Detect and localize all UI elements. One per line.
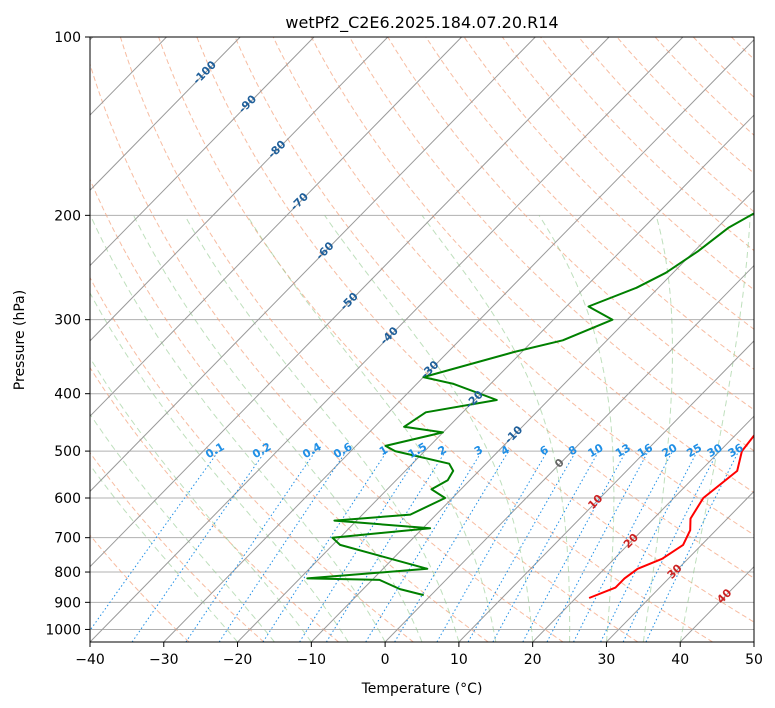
- moist-adiabat: [679, 215, 751, 642]
- moist-adiabat: [133, 215, 423, 642]
- dry-adiabat: [90, 534, 190, 642]
- moist-adiabat: [90, 464, 238, 642]
- mixing-ratio-line: [90, 450, 219, 632]
- dry-adiabat: [158, 37, 713, 642]
- x-tick-label: −20: [223, 652, 253, 668]
- temperature-line: [588, 433, 754, 599]
- x-tick-label: 30: [598, 652, 616, 668]
- mixing-ratio-line: [262, 450, 388, 642]
- isotherm-line: [384, 264, 754, 642]
- moist-adiabat: [184, 215, 460, 642]
- isotherm-line: [163, 39, 754, 642]
- y-tick-label: 200: [54, 208, 81, 224]
- moist-adiabat: [90, 292, 349, 642]
- background-grid: [90, 37, 754, 642]
- mixing-ratio-line: [546, 450, 649, 642]
- x-tick-label: −30: [149, 652, 179, 668]
- mixing-ratio-line: [522, 450, 627, 642]
- y-tick-label: 300: [54, 313, 81, 329]
- chart-title: wetPf2_C2E6.2025.184.07.20.R14: [285, 13, 558, 33]
- mixing-ratio-line: [492, 450, 600, 642]
- axis-ticks: −40 −30 −20 −10 0 10 20 30 40 50 100 200 300 400 500 60…: [45, 30, 763, 668]
- isotherm-line: [90, 37, 389, 342]
- x-tick-label: 0: [381, 652, 390, 668]
- isotherm-line: [90, 37, 536, 493]
- mixing-ratio-line: [218, 450, 347, 642]
- x-tick-label: 10: [450, 652, 468, 668]
- dry-adiabat: [90, 62, 564, 642]
- dry-adiabat: [425, 37, 754, 370]
- mixing-ratio-line: [131, 450, 266, 642]
- y-tick-label: 400: [54, 387, 81, 403]
- isotherm-line: [310, 189, 754, 642]
- dry-adiabat: [310, 37, 754, 494]
- mixing-ratio-line: [185, 450, 316, 642]
- mixing-ratio-line: [600, 450, 698, 642]
- dry-adiabat: [90, 366, 339, 642]
- dry-adiabat: [119, 37, 639, 642]
- moist-adiabat: [90, 356, 312, 642]
- dry-adiabat: [90, 178, 489, 642]
- x-tick-label: −10: [297, 652, 327, 668]
- y-tick-label: 900: [54, 595, 81, 611]
- isotherm-line: [90, 37, 684, 642]
- moist-adiabat: [421, 215, 571, 642]
- y-tick-label: 100: [54, 30, 81, 46]
- dry-adiabat: [90, 276, 414, 642]
- plot-frame: [89, 36, 755, 643]
- moist-adiabat: [324, 215, 534, 642]
- dry-adiabat: [272, 37, 754, 536]
- mixing-ratio-line: [299, 450, 422, 642]
- x-axis-label: Temperature (°C): [361, 681, 483, 697]
- y-tick-label: 500: [54, 444, 81, 460]
- mixing-ratio-line: [467, 450, 577, 642]
- x-tick-label: −40: [75, 652, 105, 668]
- y-tick-label: 700: [54, 531, 81, 547]
- mixing-ratio-line: [622, 450, 719, 642]
- moist-adiabat: [246, 215, 497, 642]
- y-tick-label: 600: [54, 491, 81, 507]
- y-axis-label: Pressure (hPa): [12, 290, 28, 390]
- dewpoint-line: [306, 212, 754, 597]
- mixing-ratio-line: [365, 450, 483, 642]
- dry-adiabat: [196, 37, 754, 623]
- isotherm-line: [458, 340, 754, 642]
- x-tick-label: 50: [745, 652, 763, 668]
- isotherm-line: [606, 490, 754, 642]
- moist-adiabat: [90, 215, 386, 642]
- dry-adiabat: [501, 37, 754, 291]
- x-tick-label: 20: [524, 652, 542, 668]
- data-series: [306, 212, 754, 599]
- isotherm-line: [90, 37, 462, 417]
- dry-adiabat: [387, 37, 754, 411]
- isotherm-line: [90, 37, 610, 568]
- y-tick-label: 800: [54, 565, 81, 581]
- isotherm-line: [90, 37, 241, 191]
- isotherm-line: [532, 415, 754, 642]
- x-tick-label: 40: [671, 652, 689, 668]
- dry-adiabat: [234, 37, 754, 579]
- y-tick-label: 1000: [45, 622, 81, 638]
- moist-adiabat: [90, 413, 275, 642]
- moist-adiabat: [538, 215, 615, 642]
- moist-adiabat: [642, 215, 673, 642]
- isotherm-line: [90, 37, 315, 267]
